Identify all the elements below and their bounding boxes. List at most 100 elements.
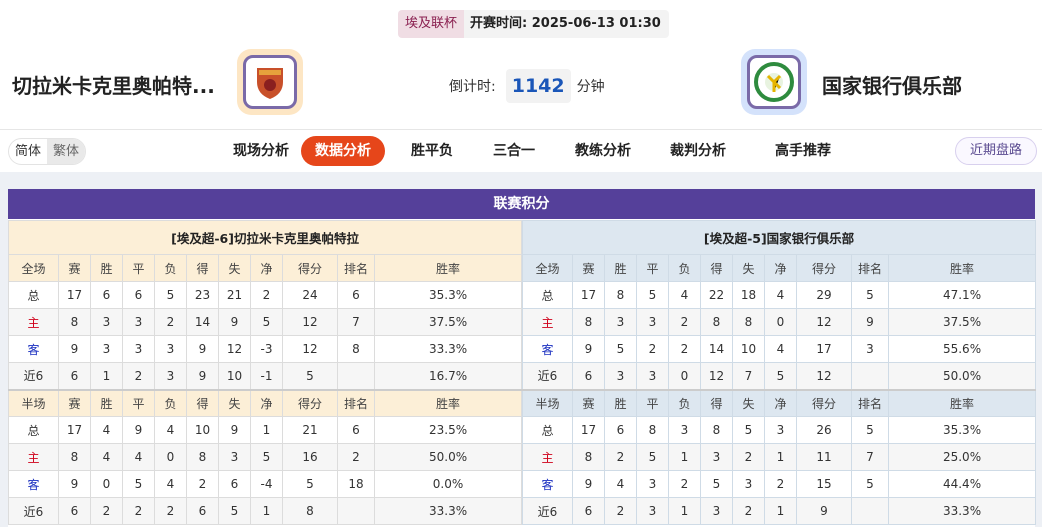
table-cell: 5 [851, 470, 889, 498]
away-team-logo[interactable] [741, 49, 807, 115]
tab-0[interactable]: 现场分析 [233, 143, 289, 159]
table-cell: 0 [668, 362, 701, 390]
table-cell: 6 [572, 497, 605, 525]
table-cell: 8 [282, 497, 338, 525]
table-cell: 50.0% [887, 362, 1037, 390]
table-cell: 6 [122, 281, 155, 309]
table-cell: 6 [58, 362, 91, 390]
tab-1[interactable]: 数据分析 [301, 136, 385, 166]
table-cell: 4 [764, 281, 797, 309]
table-cell: 3 [90, 308, 123, 336]
table-cell: -1 [250, 362, 283, 390]
table-cell: 3 [154, 335, 187, 363]
table-cell: 44.4% [887, 470, 1037, 498]
table-cell: 5 [282, 362, 338, 390]
table-cell: 17 [796, 335, 852, 363]
table-cell: 24 [282, 281, 338, 309]
countdown: 倒计时: 1142 分钟 [449, 69, 605, 103]
table-row: 主 8 3 3 2 8 8 0 12 9 37.5% [522, 308, 1037, 336]
section-title: 联赛积分 [8, 189, 1035, 219]
column-header: 得 [186, 388, 219, 417]
table-cell: 12 [282, 308, 338, 336]
table-cell: 3 [700, 497, 733, 525]
row-label: 近6 [522, 497, 573, 525]
table-cell: 47.1% [887, 281, 1037, 309]
away-team-name[interactable]: 国家银行俱乐部 [822, 74, 962, 98]
table-row: 客 9 4 3 2 5 3 2 15 5 44.4% [522, 470, 1037, 498]
column-header: 排名 [851, 254, 889, 282]
column-header: 得 [700, 254, 733, 282]
column-header: 排名 [337, 388, 375, 417]
table-cell: 3 [122, 335, 155, 363]
row-label: 总 [522, 281, 573, 309]
table-cell: 6 [218, 470, 251, 498]
column-header: 平 [122, 254, 155, 282]
column-header: 负 [668, 388, 701, 417]
recent-handicap-button[interactable]: 近期盘路 [955, 137, 1037, 165]
table-cell: 8 [58, 443, 91, 471]
table-cell: 1 [764, 497, 797, 525]
table-cell: 5 [700, 470, 733, 498]
table-cell: 3 [218, 443, 251, 471]
lang-simplified[interactable]: 简体 [15, 144, 42, 159]
analysis-tabs: 现场分析 数据分析 胜平负 三合一 教练分析 裁判分析 高手推荐 [0, 136, 1042, 166]
league-name[interactable]: 埃及联杯 [398, 10, 465, 38]
table-cell: 6 [90, 281, 123, 309]
lang-traditional[interactable]: 繁体 [47, 139, 86, 164]
home-team-name[interactable]: 切拉米卡克里奥帕特... [12, 74, 215, 98]
row-label: 近6 [8, 497, 59, 525]
table-cell: 3 [122, 308, 155, 336]
table-cell: 1 [250, 497, 283, 525]
team-table-title: [埃及超-6]切拉米卡克里奥帕特拉 [7, 220, 523, 255]
table-cell: 3 [154, 362, 187, 390]
table-cell: 37.5% [373, 308, 523, 336]
round-crest-icon [754, 62, 794, 102]
table-cell: 2 [764, 470, 797, 498]
table-cell: 2 [732, 443, 765, 471]
column-header: 净 [764, 254, 797, 282]
table-cell: 8 [572, 308, 605, 336]
table-cell: 17 [58, 416, 91, 444]
table-cell: 2 [668, 335, 701, 363]
row-label: 客 [8, 470, 59, 498]
table-cell: 5 [764, 362, 797, 390]
table-cell: 2 [732, 497, 765, 525]
table-cell: 10 [732, 335, 765, 363]
tab-4[interactable]: 教练分析 [575, 143, 631, 159]
table-cell: 3 [90, 335, 123, 363]
column-header: 赛 [58, 388, 91, 417]
row-label: 近6 [8, 362, 59, 390]
row-label: 主 [522, 308, 573, 336]
table-row: 近6 6 2 2 2 6 5 1 8 33.3% [8, 497, 523, 525]
table-cell: 6 [337, 416, 375, 444]
league-standings-panel: 联赛积分 [埃及超-6]切拉米卡克里奥帕特拉 全场赛胜平负得失净得分 排名 胜率总 17… [7, 189, 1037, 527]
table-cell: 18 [337, 470, 375, 498]
tab-2[interactable]: 胜平负 [411, 143, 453, 159]
column-header: 失 [732, 254, 765, 282]
table-cell: 7 [732, 362, 765, 390]
table-cell: 2 [122, 497, 155, 525]
tab-3[interactable]: 三合一 [493, 143, 535, 159]
table-cell: 2 [154, 497, 187, 525]
table-row: 客 9 3 3 3 9 12 -3 12 8 33.3% [8, 335, 523, 363]
table-cell: 9 [122, 416, 155, 444]
table-cell: 5 [122, 470, 155, 498]
row-label: 客 [8, 335, 59, 363]
row-label: 客 [522, 335, 573, 363]
table-cell: 0 [154, 443, 187, 471]
table-cell: 1 [668, 497, 701, 525]
home-team-logo[interactable] [237, 49, 303, 115]
table-cell: 17 [572, 416, 605, 444]
table-cell: 2 [122, 362, 155, 390]
table-cell: 12 [282, 335, 338, 363]
column-header: 赛 [572, 254, 605, 282]
table-row: 近6 6 1 2 3 9 10 -1 5 16.7% [8, 362, 523, 390]
table-cell: 5 [851, 281, 889, 309]
table-cell: 9 [572, 335, 605, 363]
column-header: 排名 [337, 254, 375, 282]
table-cell: 12 [796, 362, 852, 390]
tab-5[interactable]: 裁判分析 [670, 143, 726, 159]
tab-6[interactable]: 高手推荐 [775, 143, 831, 159]
home-standings-table: [埃及超-6]切拉米卡克里奥帕特拉 全场赛胜平负得失净得分 排名 胜率总 17 6 6 5 23… [7, 220, 523, 525]
table-cell: 37.5% [887, 308, 1037, 336]
